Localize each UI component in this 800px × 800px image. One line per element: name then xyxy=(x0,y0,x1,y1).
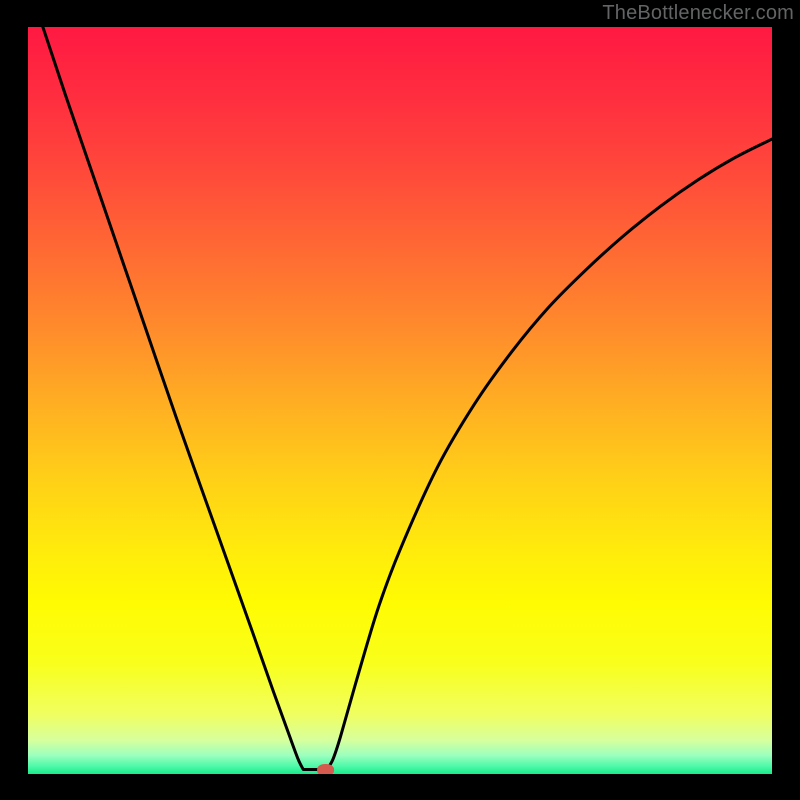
curve-path xyxy=(43,27,772,770)
optimum-marker xyxy=(317,764,335,774)
watermark-text: TheBottlenecker.com xyxy=(602,2,794,25)
frame-right xyxy=(772,0,800,800)
bottleneck-curve xyxy=(28,27,772,774)
frame-left xyxy=(0,0,28,800)
plot-area xyxy=(28,27,772,774)
frame-bottom xyxy=(0,774,800,800)
